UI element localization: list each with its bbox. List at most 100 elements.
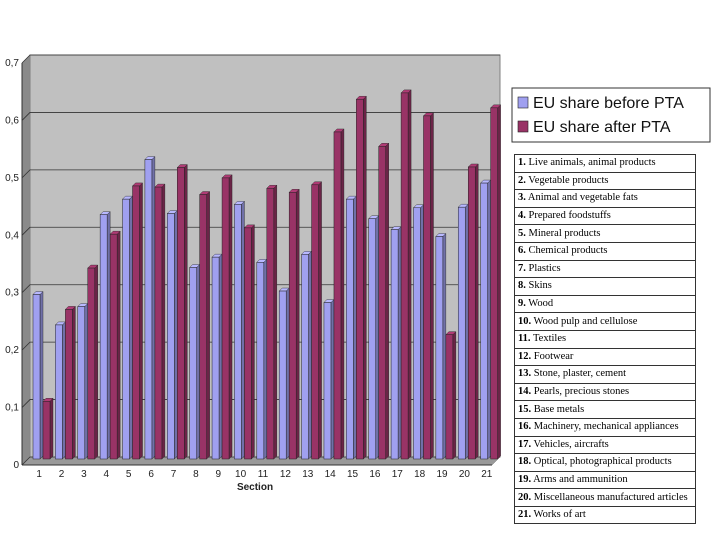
bar-side (196, 264, 200, 460)
bar-after-21 (490, 104, 502, 460)
bar-side (295, 188, 300, 460)
bar-before-3 (77, 303, 89, 460)
legend-swatch-2 (517, 120, 529, 133)
section-row-3: 3. Animal and vegetable fats (514, 189, 696, 208)
bar-front (55, 324, 63, 460)
bar-before-21 (480, 179, 492, 460)
section-cell: 5. Mineral products (514, 224, 696, 243)
bar-after-2 (64, 305, 76, 460)
bar-before-2 (54, 321, 66, 460)
bar-front (288, 192, 297, 460)
x-tick-label: 1 (36, 469, 42, 480)
section-number: 6. (518, 245, 526, 257)
bar-front (32, 294, 41, 460)
section-row-17: 17. Vehicles, aircrafts (514, 435, 696, 455)
bar-front (189, 267, 197, 460)
bar-side (308, 250, 312, 460)
bar-front (256, 262, 265, 460)
bar-front (435, 236, 444, 460)
bar-front (278, 290, 287, 460)
bar-side (475, 163, 479, 460)
bar-side (452, 331, 457, 460)
bar-side (420, 204, 424, 460)
bar-side (39, 290, 44, 460)
section-label: Footwear (531, 350, 574, 362)
legend: EU share before PTA EU share after PTA (511, 87, 711, 143)
bar-front (356, 98, 364, 460)
bar-front (467, 166, 476, 460)
bar-front (42, 401, 51, 460)
x-tick-label: 20 (459, 469, 471, 480)
bar-side (385, 142, 389, 460)
bar-before-10 (233, 200, 245, 460)
x-tick-label: 14 (325, 469, 337, 480)
bar-before-7 (166, 210, 178, 460)
bar-front (177, 167, 185, 460)
x-tick-label: 21 (481, 469, 493, 480)
bar-before-13 (301, 250, 313, 460)
bar-front (132, 185, 140, 460)
section-label: Animal and vegetable fats (525, 192, 638, 204)
section-cell: 8. Skins (514, 277, 696, 296)
legend-box (511, 87, 711, 143)
section-number: 4. (518, 210, 526, 222)
section-label: Chemical products (525, 245, 608, 257)
bar-side (465, 203, 469, 460)
section-cell: 13. Stone, plaster, cement (514, 365, 696, 384)
bar-before-14 (323, 299, 335, 460)
section-cell: 3. Animal and vegetable fats (514, 189, 696, 208)
section-label: Optical, photographical products (531, 456, 672, 468)
section-cell: 9. Wood (514, 294, 696, 314)
section-label: Pearls, precious stones (531, 386, 630, 398)
section-number: 18. (518, 456, 532, 468)
bar-front (154, 186, 163, 460)
bar-front (266, 187, 275, 460)
legend-label-2: EU share after PTA (533, 119, 671, 136)
bar-front (87, 267, 96, 460)
section-label: Textiles (530, 333, 567, 345)
section-label: Skins (525, 280, 552, 292)
bar-side (228, 174, 233, 460)
y-tick-label: 0,2 (5, 345, 19, 356)
x-tick-label: 15 (347, 469, 359, 480)
section-number: 8. (518, 280, 526, 292)
x-tick-label: 16 (369, 469, 381, 480)
x-tick-label: 5 (126, 469, 132, 480)
bar-front (378, 146, 386, 460)
x-tick-label: 11 (258, 469, 269, 480)
bar-before-17 (390, 226, 402, 460)
bar-front (423, 115, 431, 460)
bar-front (65, 309, 73, 460)
x-tick-label: 2 (59, 469, 65, 480)
section-number: 3. (518, 192, 526, 204)
y-tick-label: 0,4 (5, 230, 19, 241)
bar-after-9 (221, 174, 233, 460)
bar-side (129, 195, 133, 460)
bar-side (263, 258, 268, 460)
bar-before-19 (435, 232, 447, 460)
bar-after-14 (333, 128, 345, 460)
section-row-6: 6. Chemical products (514, 241, 696, 261)
section-row-18: 18. Optical, photographical products (514, 453, 696, 472)
bar-after-19 (445, 331, 457, 460)
section-row-12: 12. Footwear (514, 347, 696, 367)
y-tick-label: 0 (13, 460, 19, 471)
bar-front (109, 233, 118, 460)
bar-side (318, 181, 322, 460)
x-tick-label: 17 (392, 469, 404, 480)
section-row-7: 7. Plastics (514, 259, 696, 279)
x-tick-label: 7 (171, 469, 177, 480)
section-label: Miscellaneous manufactured articles (531, 491, 688, 503)
bar-side (285, 287, 290, 460)
bar-side (330, 299, 335, 460)
section-cell: 18. Optical, photographical products (514, 453, 696, 472)
bar-side (407, 89, 412, 460)
section-cell: 14. Pearls, precious stones (514, 382, 696, 402)
bar-after-13 (311, 181, 323, 460)
section-row-19: 19. Arms and ammunition (514, 470, 696, 490)
bar-side (72, 305, 76, 460)
y-tick-label: 0,3 (5, 288, 19, 299)
bar-front (144, 159, 153, 460)
bar-side (106, 211, 111, 460)
section-label: Live animals, animal products (525, 157, 656, 169)
